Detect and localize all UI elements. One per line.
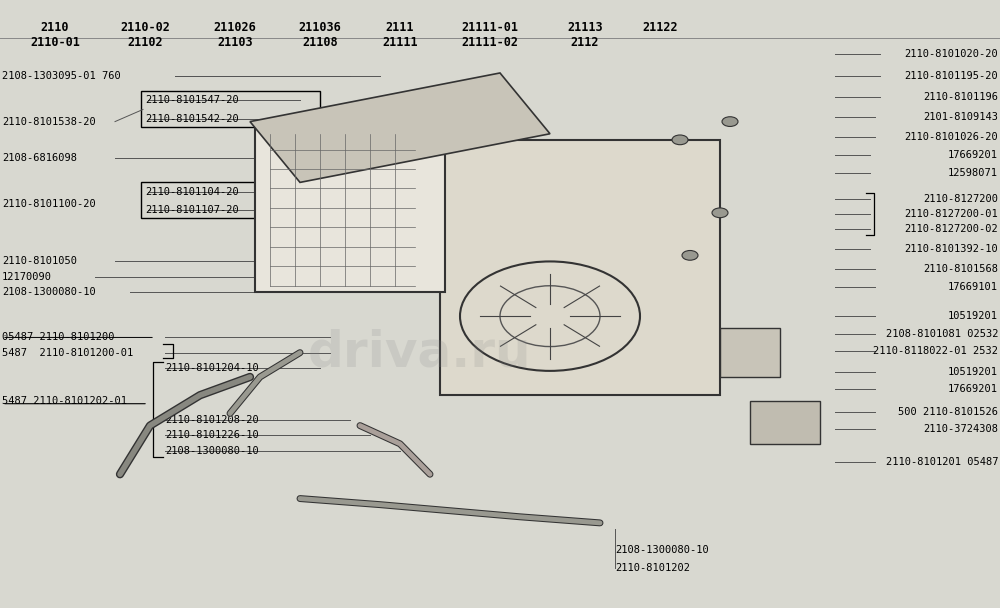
Text: 2110
2110-01: 2110 2110-01 [30,21,80,49]
Circle shape [672,135,688,145]
Text: 2110-8101026-20: 2110-8101026-20 [904,132,998,142]
Text: 2108-1300080-10: 2108-1300080-10 [2,287,96,297]
FancyBboxPatch shape [255,122,445,292]
Text: 5487 2110-8101202-01: 5487 2110-8101202-01 [2,396,127,406]
Text: 21122: 21122 [642,21,678,34]
Text: 2108-1303095-01 760: 2108-1303095-01 760 [2,71,121,81]
Text: 2108-8101081 02532: 2108-8101081 02532 [886,330,998,339]
Text: 12170090: 12170090 [2,272,52,282]
Text: 2110-8101538-20: 2110-8101538-20 [2,117,96,126]
Text: 2110-3724308: 2110-3724308 [923,424,998,434]
Text: 2110-8101208-20: 2110-8101208-20 [165,415,259,424]
FancyBboxPatch shape [720,328,780,377]
Text: 2108-6816098: 2108-6816098 [2,153,77,163]
Text: 2110-8101202: 2110-8101202 [615,564,690,573]
Text: 2110-8101201 05487: 2110-8101201 05487 [886,457,998,467]
Text: 05487 2110-8101200: 05487 2110-8101200 [2,333,114,342]
Text: 2110-8118022-01 2532: 2110-8118022-01 2532 [873,347,998,356]
Text: 2110-8101547-20: 2110-8101547-20 [145,95,239,105]
Text: 211026
21103: 211026 21103 [214,21,256,49]
Circle shape [682,250,698,260]
Text: 10519201: 10519201 [948,367,998,377]
Text: 2110-8101020-20: 2110-8101020-20 [904,49,998,58]
Text: 2110-8101196: 2110-8101196 [923,92,998,102]
Text: 12598071: 12598071 [948,168,998,178]
Text: 2110-02
21102: 2110-02 21102 [120,21,170,49]
Text: 2110-8127200: 2110-8127200 [923,195,998,204]
Text: 211036
21108: 211036 21108 [299,21,341,49]
Text: 10519201: 10519201 [948,311,998,321]
Text: 5487  2110-8101200-01: 5487 2110-8101200-01 [2,348,133,358]
Text: 17669201: 17669201 [948,150,998,160]
Text: 2108-1300080-10: 2108-1300080-10 [165,446,259,456]
Circle shape [722,117,738,126]
Text: 2110-8127200-01: 2110-8127200-01 [904,209,998,219]
Text: 17669101: 17669101 [948,282,998,292]
FancyBboxPatch shape [750,401,820,444]
Text: driva.ru: driva.ru [308,329,532,376]
Text: 2110-8101204-10: 2110-8101204-10 [165,363,259,373]
Text: 2111
21111: 2111 21111 [382,21,418,49]
Text: 2110-8127200-02: 2110-8127200-02 [904,224,998,233]
Text: 2110-8101100-20: 2110-8101100-20 [2,199,96,209]
Circle shape [712,208,728,218]
Text: 2110-8101195-20: 2110-8101195-20 [904,71,998,81]
FancyBboxPatch shape [440,140,720,395]
Polygon shape [250,73,550,182]
Text: 2110-8101568: 2110-8101568 [923,264,998,274]
Text: 2101-8109143: 2101-8109143 [923,112,998,122]
Text: 2110-8101226-10: 2110-8101226-10 [165,430,259,440]
Text: 500 2110-8101526: 500 2110-8101526 [898,407,998,417]
Text: 2110-8101542-20: 2110-8101542-20 [145,114,239,123]
Text: 17669201: 17669201 [948,384,998,394]
Text: 21111-01
21111-02: 21111-01 21111-02 [462,21,518,49]
Text: 2110-8101107-20: 2110-8101107-20 [145,205,239,215]
Text: 2108-1300080-10: 2108-1300080-10 [615,545,709,555]
Text: 21113
2112: 21113 2112 [567,21,603,49]
Text: 2110-8101050: 2110-8101050 [2,257,77,266]
Text: 2110-8101104-20: 2110-8101104-20 [145,187,239,196]
Text: 2110-8101392-10: 2110-8101392-10 [904,244,998,254]
